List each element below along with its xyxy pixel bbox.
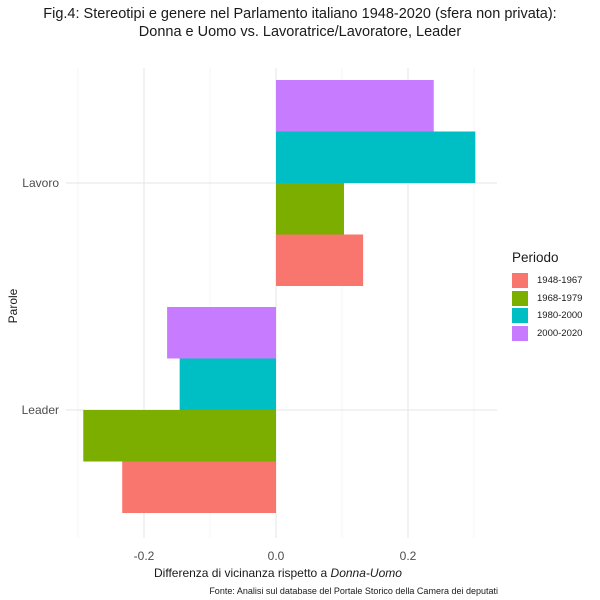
legend-label: 1980-2000 xyxy=(537,310,583,322)
x-tick-label-0: -0.2 xyxy=(134,549,155,563)
legend-swatch xyxy=(512,273,528,289)
x-axis-label: Differenza di vicinanza rispetto a Donna… xyxy=(154,566,402,580)
y-tick-label-lavoro: Lavoro xyxy=(22,176,59,190)
bar-lavoro-1968-1979 xyxy=(276,183,344,235)
legend-item-1968-1979: 1968-1979 xyxy=(512,290,582,308)
legend-label: 2000-2020 xyxy=(537,327,583,339)
legend-swatch xyxy=(512,325,528,341)
bar-lavoro-1948-1967 xyxy=(276,234,364,286)
y-axis-label-wrap: Parole xyxy=(5,275,21,335)
legend-title: Periodo xyxy=(512,250,559,265)
bar-leader-1980-2000 xyxy=(179,358,276,410)
x-tick-label-2: 0.2 xyxy=(400,549,417,563)
bar-leader-1968-1979 xyxy=(83,410,276,462)
bar-lavoro-2000-2020 xyxy=(276,80,434,132)
legend-label: 1968-1979 xyxy=(537,292,583,304)
legend-item-1948-1967: 1948-1967 xyxy=(512,272,582,290)
chart-title-line1: Fig.4: Stereotipi e genere nel Parlament… xyxy=(43,6,557,22)
y-tick-label-leader: Leader xyxy=(22,403,59,417)
x-tick-label-1: 0.0 xyxy=(268,549,285,563)
legend-swatch xyxy=(512,290,528,306)
source-caption: Fonte: Analisi sul database del Portale … xyxy=(209,586,498,596)
x-axis-label-prefix: Differenza di vicinanza rispetto a xyxy=(154,566,331,580)
y-axis-label: Parole xyxy=(6,288,20,324)
legend-item-1980-2000: 1980-2000 xyxy=(512,307,582,325)
bar-lavoro-1980-2000 xyxy=(276,131,476,183)
bar-leader-2000-2020 xyxy=(167,307,276,359)
chart-title-line2: Donna e Uomo vs. Lavoratrice/Lavoratore,… xyxy=(138,24,462,40)
legend-items: 1948-1967 1968-1979 1980-2000 2000-2020 xyxy=(512,272,582,342)
legend-label: 1948-1967 xyxy=(537,275,583,287)
legend: Periodo 1948-1967 1968-1979 1980-2000 2000-… xyxy=(512,250,582,342)
x-axis-label-italic: Donna-Uomo xyxy=(330,566,402,580)
bar-leader-1948-1967 xyxy=(122,461,276,513)
legend-swatch xyxy=(512,308,528,324)
legend-item-2000-2020: 2000-2020 xyxy=(512,325,582,343)
